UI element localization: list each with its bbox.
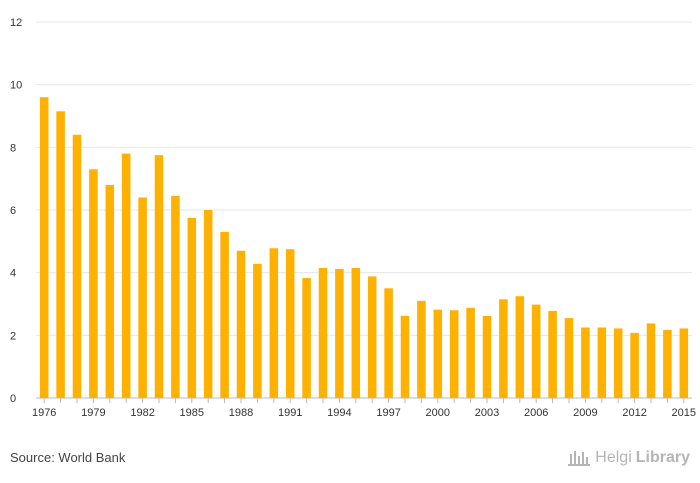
y-tick-label: 12	[10, 17, 22, 29]
bar-2009[interactable]	[581, 327, 590, 399]
logo-text-library: Library	[635, 449, 690, 466]
bar-1984[interactable]	[171, 195, 180, 398]
bar-1994[interactable]	[335, 268, 344, 398]
bar-1988[interactable]	[236, 250, 246, 398]
bar-2007[interactable]	[548, 310, 557, 398]
bar-2015[interactable]	[679, 328, 689, 398]
bar-1999[interactable]	[417, 300, 426, 398]
logo-text-helgi: Helgi	[595, 449, 632, 466]
bar-1995[interactable]	[351, 267, 361, 398]
x-tick-label: 1976	[32, 407, 56, 419]
bar-2005[interactable]	[515, 296, 525, 398]
y-tick-label: 0	[10, 393, 16, 405]
bar-1989[interactable]	[253, 263, 262, 398]
grid-lines	[36, 21, 692, 399]
x-axis-ticks: 1976 1979 1982 1985 1988 1991 1994 1997 2000 2003…	[32, 398, 696, 419]
bar-2012[interactable]	[630, 332, 639, 398]
x-tick-label: 2006	[524, 407, 548, 419]
bar-2010[interactable]	[597, 327, 607, 399]
bar-1987[interactable]	[220, 231, 229, 398]
bar-1985[interactable]	[187, 217, 197, 398]
bar-2000[interactable]	[433, 309, 443, 398]
bar-1978[interactable]	[72, 134, 82, 399]
x-tick-label: 1988	[229, 407, 253, 419]
bar-1976[interactable]	[39, 97, 49, 398]
x-tick-label: 1985	[180, 407, 204, 419]
bar-1997[interactable]	[384, 288, 393, 398]
bar-1983[interactable]	[154, 155, 164, 398]
x-tick-label: 2003	[475, 407, 499, 419]
bar-2013[interactable]	[646, 323, 656, 398]
x-tick-label: 2015	[672, 407, 696, 419]
y-axis-tick-labels: 0 2 4 6 8 10 12	[10, 17, 22, 405]
bar-1979[interactable]	[89, 169, 98, 398]
bar-1981[interactable]	[121, 153, 131, 398]
bar-1986[interactable]	[203, 210, 213, 398]
bar-1996[interactable]	[367, 276, 377, 398]
bar-1990[interactable]	[269, 248, 279, 398]
x-tick-label: 1994	[327, 407, 351, 419]
library-icon	[568, 451, 591, 466]
x-tick-label: 1991	[278, 407, 302, 419]
bar-2011[interactable]	[613, 328, 623, 398]
bar-1993[interactable]	[318, 267, 328, 398]
x-tick-label: 1997	[376, 407, 400, 419]
bar-2006[interactable]	[531, 304, 541, 398]
x-tick-label: 1982	[130, 407, 154, 419]
bar-1998[interactable]	[400, 315, 410, 398]
bar-1982[interactable]	[138, 197, 147, 398]
bar-1980[interactable]	[105, 184, 115, 398]
bar-2003[interactable]	[482, 315, 492, 398]
bar-2004[interactable]	[499, 299, 508, 398]
x-tick-label: 2009	[573, 407, 597, 419]
bar-2002[interactable]	[466, 307, 475, 398]
y-tick-label: 10	[10, 80, 22, 92]
y-tick-label: 6	[10, 205, 16, 217]
bar-2008[interactable]	[564, 318, 574, 398]
x-tick-label: 2012	[622, 407, 646, 419]
y-tick-label: 2	[10, 330, 16, 342]
bar-2001[interactable]	[449, 310, 459, 398]
bar-1992[interactable]	[302, 277, 311, 398]
x-tick-label: 1979	[81, 407, 105, 419]
source-note: Source: World Bank	[10, 450, 126, 465]
y-tick-label: 8	[10, 142, 16, 154]
helgi-library-logo[interactable]: Helgi Library	[567, 448, 690, 468]
bar-2014[interactable]	[663, 330, 672, 398]
bar-1977[interactable]	[56, 111, 65, 399]
x-tick-label: 2000	[426, 407, 450, 419]
bar-1991[interactable]	[285, 249, 295, 398]
y-tick-label: 4	[10, 268, 16, 280]
bars	[39, 97, 689, 399]
